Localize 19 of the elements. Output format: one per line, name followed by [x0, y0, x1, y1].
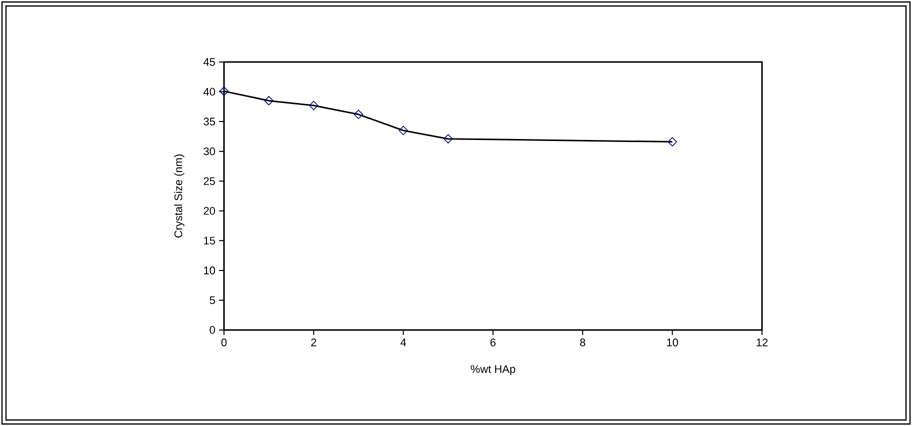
y-tick-label: 5 — [210, 296, 215, 304]
y-tick-label: 10 — [204, 266, 216, 274]
y-tick-label: 25 — [204, 177, 215, 186]
x-tick-label: 10 — [667, 338, 678, 346]
x-tick-label: 2 — [311, 338, 316, 346]
x-tick-label: 12 — [756, 338, 768, 346]
y-tick-label: 45 — [203, 58, 215, 66]
y-tick-label: 0 — [210, 326, 216, 334]
x-tick-label: 4 — [400, 338, 406, 346]
y-tick-label: 20 — [204, 207, 216, 215]
x-tick-label: 8 — [580, 338, 586, 346]
x-tick-label: 0 — [221, 338, 227, 346]
x-tick-label: 6 — [490, 338, 496, 346]
y-tick-label: 15 — [204, 236, 215, 245]
y-axis-title: Crystal Size (nm) — [174, 154, 184, 238]
y-tick-label: 40 — [203, 88, 216, 96]
y-tick-label: 35 — [204, 118, 215, 126]
y-tick-label: 30 — [204, 147, 216, 156]
x-axis-title: %wt HAp — [470, 365, 516, 376]
